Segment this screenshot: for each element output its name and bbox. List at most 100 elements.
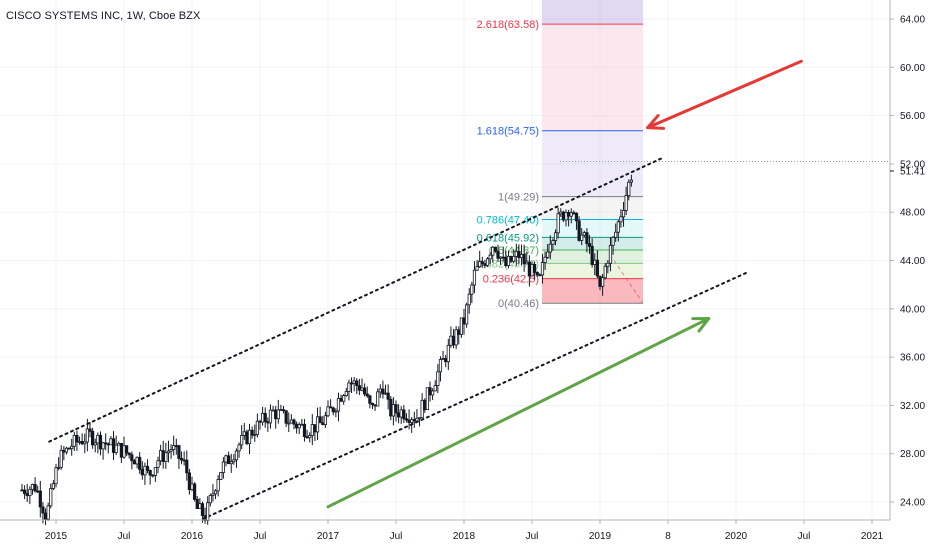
time-tick-label: Jul <box>798 531 811 542</box>
time-tick-label: 2020 <box>725 531 748 542</box>
candle-body <box>572 212 576 215</box>
candle-body <box>305 436 309 439</box>
candle-body <box>88 428 92 432</box>
candle-body <box>370 402 375 406</box>
price-tick-label: 40.00 <box>900 304 925 315</box>
price-tick-label: 28.00 <box>900 449 925 460</box>
candle-body <box>608 244 613 264</box>
candle-body <box>64 447 69 453</box>
candle-body <box>415 417 419 422</box>
candle-body <box>208 495 212 504</box>
candle-body <box>101 442 105 450</box>
candle-body <box>449 335 453 346</box>
candle-body <box>561 211 565 221</box>
candle-body <box>580 234 584 241</box>
fib-level-label: 1(49.29) <box>498 192 539 204</box>
candle-body <box>25 493 29 497</box>
red-arrow-shaft <box>646 59 803 130</box>
candle-body <box>83 441 87 445</box>
candle-body <box>499 256 503 259</box>
candle-body <box>177 445 181 459</box>
candle-body <box>525 261 529 265</box>
candle-body <box>125 445 129 454</box>
candle-body <box>347 382 351 392</box>
candle-body <box>174 445 178 447</box>
candle-body <box>59 449 63 468</box>
candle-body <box>420 399 424 419</box>
candle-body <box>179 458 184 461</box>
candle-body <box>394 404 398 414</box>
candle-body <box>219 472 223 480</box>
candle-body <box>232 459 236 463</box>
time-tick-label: Jul <box>390 531 403 542</box>
candle-body <box>266 421 270 424</box>
candle-body <box>551 240 555 245</box>
candle-body <box>391 404 395 417</box>
candle-body <box>478 261 482 268</box>
price-tick-label: 44.00 <box>900 256 925 267</box>
candle-body <box>57 466 61 469</box>
candle-body <box>258 420 262 423</box>
chart-title: CISCO SYSTEMS INC, 1W, Cboe BZX <box>6 10 201 22</box>
candle-body <box>365 393 369 397</box>
candle-body <box>122 445 126 458</box>
price-tick-label: 32.00 <box>900 401 925 412</box>
fib-band <box>542 263 643 279</box>
candle-body <box>109 438 113 446</box>
candle-body <box>54 467 58 485</box>
candle-body <box>334 410 338 413</box>
candle-body <box>206 502 210 521</box>
fib-band <box>542 130 643 197</box>
candle-body <box>91 431 95 446</box>
candle-body <box>119 442 123 458</box>
channel-lower-line <box>201 271 748 520</box>
fib-level-label: 0(40.46) <box>498 298 539 310</box>
candle-body <box>376 391 380 407</box>
candle-body <box>514 251 518 257</box>
candle-body <box>148 470 152 476</box>
candle-body <box>289 419 293 424</box>
candle-body <box>619 216 623 223</box>
candle-body <box>506 255 511 266</box>
price-axis[interactable]: 24.00 28.00 32.00 36.00 40.00 44.00 48.00 52.00… <box>889 0 925 520</box>
candle-body <box>621 209 626 218</box>
candle-body <box>172 445 176 450</box>
trend-channel[interactable] <box>48 156 748 520</box>
time-axis[interactable]: 2015 Jul 2016 Jul 2017 Jul 2018 Jul 2019 8 2020 Jul… <box>0 519 890 542</box>
candle-body <box>300 423 304 426</box>
candle-body <box>546 251 550 258</box>
candle-body <box>41 506 45 514</box>
time-tick-label: Jul <box>526 531 539 542</box>
time-tick-label: 2015 <box>45 531 68 542</box>
candle-body <box>543 256 547 263</box>
price-tick-label: 64.00 <box>900 15 925 26</box>
candle-body <box>127 452 131 456</box>
candle-body <box>522 253 526 265</box>
candle-body <box>132 460 137 465</box>
fib-level-label: 0.618(45.92) <box>477 232 539 244</box>
candle-body <box>104 442 108 445</box>
candle-body <box>242 431 246 436</box>
candle-body <box>224 455 228 463</box>
candle-body <box>472 269 477 286</box>
candle-body <box>457 329 461 335</box>
candle-body <box>106 443 110 446</box>
fib-trend-line <box>609 254 644 304</box>
time-tick-label: Jul <box>118 531 131 542</box>
candle-body <box>46 505 50 520</box>
candle-body <box>553 232 558 241</box>
annotation-arrows[interactable] <box>326 59 803 509</box>
channel-upper-line <box>48 156 664 443</box>
candle-body <box>624 195 628 211</box>
candle-body <box>501 256 505 259</box>
candle-body <box>213 490 218 495</box>
fibonacci-extension[interactable]: 0(40.46)0.236(42.5)0.382(43.76)0.5(44.87… <box>477 0 890 310</box>
candle-body <box>431 390 435 396</box>
candle-body <box>519 253 524 259</box>
candle-body <box>410 419 414 424</box>
candle-body <box>111 438 116 453</box>
price-tick-label: 36.00 <box>900 353 925 364</box>
candle-body <box>493 246 497 252</box>
candle-body <box>329 406 333 409</box>
